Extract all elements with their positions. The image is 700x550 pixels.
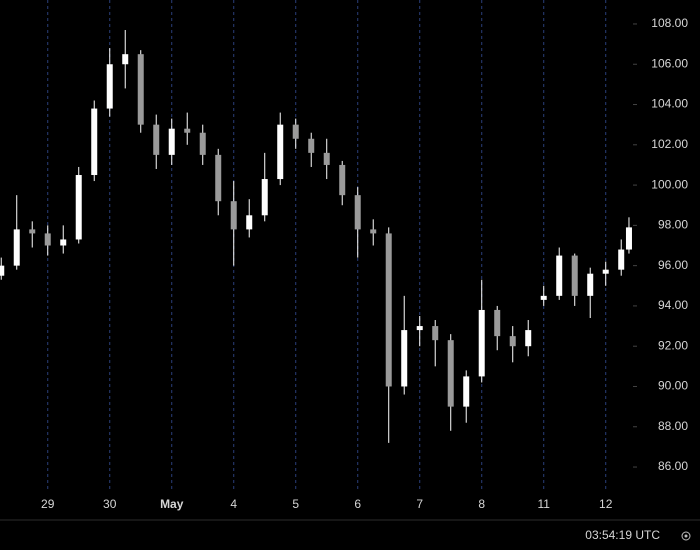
candle-body — [215, 154, 222, 202]
y-tick-label: 102.00 — [651, 137, 688, 151]
candle-body — [416, 326, 423, 331]
candle-body — [463, 376, 470, 407]
candle-body — [199, 132, 206, 155]
candle-body — [540, 295, 547, 300]
candle-body — [587, 273, 594, 296]
candle-body — [525, 330, 532, 347]
candle-body — [230, 201, 237, 230]
candle-body — [509, 336, 516, 347]
candle-body — [153, 124, 160, 155]
candle-body — [168, 128, 175, 155]
candle-body — [106, 64, 113, 109]
candle-body — [0, 265, 5, 276]
candle-body — [13, 229, 20, 266]
candle-body — [261, 179, 268, 216]
y-tick-label: 106.00 — [651, 56, 688, 70]
candle-body — [246, 215, 253, 230]
candle-body — [447, 340, 454, 407]
candle-body — [385, 233, 392, 387]
candle-body — [44, 233, 51, 246]
y-tick-label: 100.00 — [651, 177, 688, 191]
clock: 03:54:19 UTC — [585, 528, 660, 542]
x-tick-label: 11 — [537, 497, 550, 511]
candle-body — [602, 269, 609, 274]
candle-body — [432, 326, 439, 341]
candle-body — [60, 239, 67, 246]
candle-body — [292, 124, 299, 139]
candle-body — [339, 164, 346, 196]
candle-body — [277, 124, 284, 180]
candle-body — [618, 249, 625, 270]
x-tick-label: 7 — [416, 497, 423, 511]
candle-body — [494, 309, 501, 337]
candle-body — [137, 54, 144, 125]
x-tick-label: 12 — [599, 497, 613, 511]
y-tick-label: 90.00 — [658, 379, 688, 393]
candle-body — [122, 54, 129, 65]
settings-icon-dot — [684, 534, 688, 538]
candle-body — [571, 255, 578, 296]
y-tick-label: 96.00 — [658, 258, 688, 272]
candle-body — [308, 138, 315, 153]
y-tick-label: 88.00 — [658, 419, 688, 433]
y-tick-label: 92.00 — [658, 338, 688, 352]
candle-body — [29, 229, 36, 234]
y-tick-label: 104.00 — [651, 97, 688, 111]
y-tick-label: 86.00 — [658, 459, 688, 473]
candle-body — [184, 128, 191, 133]
candle-body — [323, 152, 330, 165]
candle-body — [370, 229, 377, 234]
y-tick-label: 98.00 — [658, 218, 688, 232]
y-tick-label: 94.00 — [658, 298, 688, 312]
y-tick-label: 108.00 — [651, 16, 688, 30]
candle-body — [625, 227, 632, 250]
x-tick-label: 29 — [41, 497, 55, 511]
x-tick-label: 30 — [103, 497, 117, 511]
settings-icon[interactable] — [681, 531, 691, 541]
x-tick-label: 5 — [292, 497, 299, 511]
candle-body — [91, 108, 98, 176]
candle-body — [75, 175, 82, 240]
x-tick-label: 6 — [354, 497, 361, 511]
candle-body — [478, 309, 485, 377]
candle-body — [556, 255, 563, 296]
candle-body — [354, 195, 361, 230]
x-tick-label: 4 — [230, 497, 237, 511]
candle-body — [401, 330, 408, 387]
x-tick-label: 8 — [478, 497, 485, 511]
x-tick-label: May — [160, 497, 184, 511]
